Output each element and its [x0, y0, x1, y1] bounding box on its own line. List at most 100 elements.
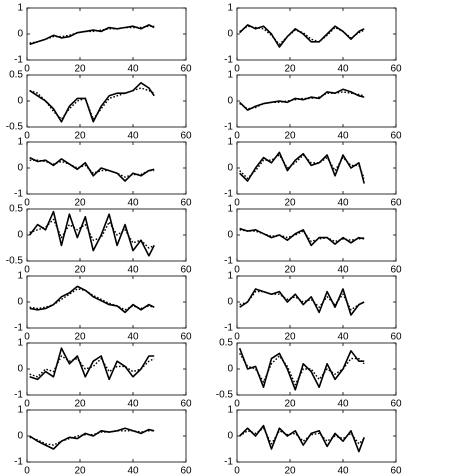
y-tick-label: -1 [224, 55, 233, 66]
y-tick-label: -1 [224, 189, 233, 200]
y-tick-label: -1 [224, 323, 233, 334]
y-tick-label: 0 [227, 230, 233, 241]
y-tick-label: 0 [227, 431, 233, 442]
x-tick-label: 20 [284, 265, 296, 276]
series-line [29, 355, 155, 378]
x-tick-label: 20 [74, 265, 86, 276]
axes-box [26, 141, 187, 195]
series-line [29, 218, 155, 249]
y-tick-label: -1 [14, 457, 23, 468]
y-tick-label: 1 [227, 271, 233, 282]
x-tick-label: 20 [74, 131, 86, 142]
x-tick-label: 0 [234, 64, 240, 75]
x-tick-label: 40 [337, 131, 349, 142]
axes-box [26, 409, 187, 463]
y-tick-label: 1 [227, 70, 233, 81]
y-tick-label: 0 [227, 96, 233, 107]
y-tick-label: -1 [14, 55, 23, 66]
x-tick-label: 60 [390, 131, 402, 142]
y-tick-label: 0 [17, 364, 23, 375]
x-tick-label: 20 [74, 332, 86, 343]
x-tick-label: 40 [127, 131, 139, 142]
y-tick-label: 1 [227, 405, 233, 416]
x-tick-label: 0 [234, 131, 240, 142]
y-tick-label: -1 [14, 189, 23, 200]
x-tick-label: 0 [234, 332, 240, 343]
x-tick-label: 40 [127, 399, 139, 410]
y-tick-label: 1 [227, 204, 233, 215]
x-tick-label: 0 [24, 64, 30, 75]
series-line [29, 25, 155, 44]
y-tick-label: -0.5 [216, 390, 234, 401]
axes-box [26, 208, 187, 262]
x-tick-label: 20 [284, 64, 296, 75]
y-tick-label: 1 [17, 405, 23, 416]
y-tick-label: -1 [14, 323, 23, 334]
series-line [239, 427, 365, 445]
y-tick-label: 0.5 [219, 338, 233, 349]
x-tick-label: 60 [390, 332, 402, 343]
y-tick-label: 1 [17, 3, 23, 14]
x-tick-label: 20 [74, 399, 86, 410]
series-line [239, 25, 365, 46]
series-line [239, 424, 365, 453]
x-tick-label: 20 [74, 198, 86, 209]
y-tick-label: 1 [227, 3, 233, 14]
y-tick-label: 0 [227, 163, 233, 174]
x-tick-label: 40 [127, 332, 139, 343]
x-tick-label: 60 [180, 466, 192, 474]
series-line [29, 24, 155, 46]
series-line [239, 154, 365, 180]
axes-box [26, 7, 187, 61]
x-tick-label: 60 [390, 265, 402, 276]
x-tick-label: 20 [74, 466, 86, 474]
y-tick-label: 0 [17, 96, 23, 107]
y-tick-label: -0.5 [6, 122, 24, 133]
x-tick-label: 0 [234, 198, 240, 209]
x-tick-label: 20 [284, 198, 296, 209]
x-tick-label: 40 [337, 332, 349, 343]
x-tick-label: 0 [24, 332, 30, 343]
x-tick-label: 40 [127, 466, 139, 474]
x-tick-label: 60 [390, 466, 402, 474]
y-tick-label: 1 [227, 137, 233, 148]
series-line [29, 210, 155, 257]
axes-box [236, 7, 397, 61]
x-tick-label: 0 [234, 399, 240, 410]
y-tick-label: 0 [17, 29, 23, 40]
x-tick-label: 0 [24, 399, 30, 410]
x-tick-label: 40 [337, 265, 349, 276]
y-tick-label: 0 [227, 297, 233, 308]
y-tick-label: -1 [224, 122, 233, 133]
axes-box [236, 342, 397, 396]
series-line [239, 353, 365, 386]
series-line [29, 347, 155, 381]
x-tick-label: 60 [180, 198, 192, 209]
x-tick-label: 0 [234, 265, 240, 276]
x-tick-label: 40 [337, 64, 349, 75]
x-tick-label: 0 [24, 131, 30, 142]
y-tick-label: 0 [227, 364, 233, 375]
series-line [239, 88, 365, 111]
x-tick-label: 0 [24, 466, 30, 474]
x-tick-label: 40 [127, 64, 139, 75]
series-line [239, 288, 365, 316]
axes-box [236, 275, 397, 329]
series-line [238, 347, 365, 391]
x-tick-label: 60 [390, 399, 402, 410]
x-tick-label: 60 [390, 198, 402, 209]
y-tick-label: 0 [17, 163, 23, 174]
x-tick-label: 20 [284, 131, 296, 142]
series-line [29, 159, 155, 178]
y-tick-label: 1 [17, 338, 23, 349]
x-tick-label: 40 [127, 265, 139, 276]
x-tick-label: 0 [234, 466, 240, 474]
y-tick-label: -1 [224, 256, 233, 267]
axes-box [236, 208, 397, 262]
y-tick-label: 1 [17, 137, 23, 148]
y-tick-label: 0 [17, 431, 23, 442]
x-tick-label: 40 [337, 466, 349, 474]
axes-box [236, 141, 397, 195]
y-tick-label: 0.5 [9, 70, 23, 81]
